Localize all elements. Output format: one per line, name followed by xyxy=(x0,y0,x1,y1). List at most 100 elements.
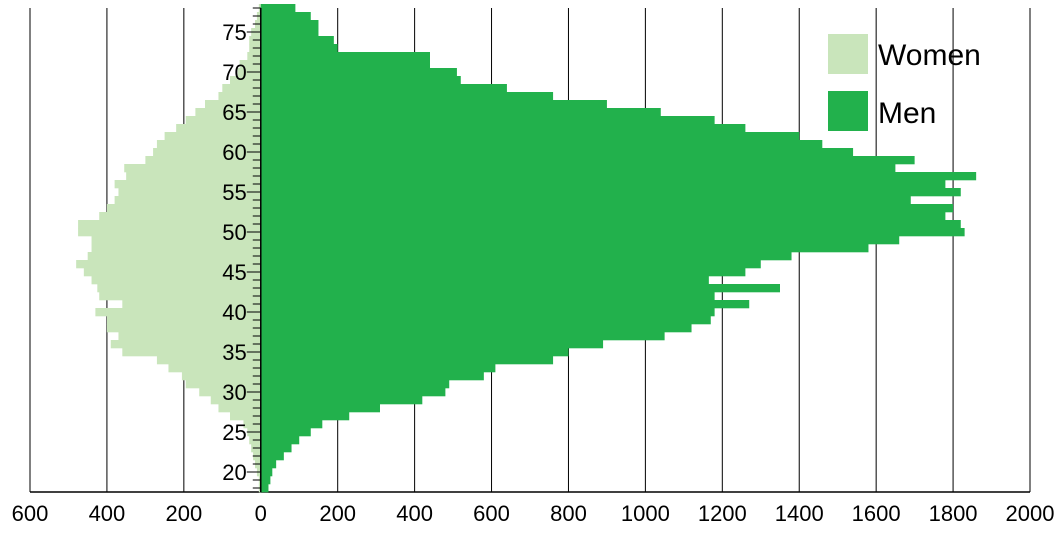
bar-men xyxy=(260,52,430,61)
bar-men xyxy=(260,228,965,237)
bar-men xyxy=(260,348,569,357)
bar-men xyxy=(260,204,954,213)
bar-women xyxy=(243,420,261,429)
bar-women xyxy=(199,388,261,397)
x-tick-label: 2000 xyxy=(1006,501,1055,526)
bar-women xyxy=(222,84,261,93)
legend: Women Men xyxy=(828,34,981,131)
y-tick-label: 60 xyxy=(222,140,246,165)
bar-women xyxy=(122,300,261,309)
bar-men xyxy=(260,44,338,53)
bar-women xyxy=(91,276,261,285)
women-bars xyxy=(76,4,261,493)
y-tick-label: 35 xyxy=(222,340,246,365)
bar-women xyxy=(114,196,261,205)
bar-men xyxy=(260,60,430,69)
bar-women xyxy=(156,356,261,365)
bar-women xyxy=(78,220,261,229)
bar-women xyxy=(95,308,261,317)
x-tick-label: 400 xyxy=(89,501,126,526)
x-tick-label: 400 xyxy=(396,501,433,526)
bar-men xyxy=(260,284,780,293)
bar-women xyxy=(78,228,261,237)
bar-men xyxy=(260,132,800,141)
bar-women xyxy=(91,244,261,253)
bar-women xyxy=(210,396,261,405)
bar-women xyxy=(205,100,261,109)
y-tick-label: 20 xyxy=(222,460,246,485)
bar-women xyxy=(106,316,261,325)
bar-men xyxy=(260,212,946,221)
bar-men xyxy=(260,340,604,349)
y-tick-label: 50 xyxy=(222,220,246,245)
bar-men xyxy=(260,324,692,333)
bar-men xyxy=(260,84,507,93)
bar-men xyxy=(260,468,273,477)
bar-men xyxy=(260,20,319,29)
bar-men xyxy=(260,156,915,165)
legend-swatch-men xyxy=(828,91,868,131)
bar-women xyxy=(239,60,261,69)
bar-women xyxy=(145,156,261,165)
bar-men xyxy=(260,380,450,389)
bar-men xyxy=(260,140,823,149)
bar-women xyxy=(118,188,261,197)
x-tick-label: 600 xyxy=(473,501,510,526)
bar-men xyxy=(260,292,715,301)
bar-women xyxy=(230,412,261,421)
bar-women xyxy=(195,108,261,117)
bar-women xyxy=(156,140,261,149)
bar-women xyxy=(164,132,261,141)
legend-label-women: Women xyxy=(878,39,981,72)
bar-men xyxy=(260,404,380,413)
bar-men xyxy=(260,364,496,373)
bar-men xyxy=(260,484,269,493)
y-tick-label: 45 xyxy=(222,260,246,285)
bar-men xyxy=(260,316,711,325)
x-tick-label: 1200 xyxy=(698,501,747,526)
legend-swatch-women xyxy=(828,34,868,74)
bar-men xyxy=(260,252,792,261)
x-tick-label: 0 xyxy=(255,501,267,526)
bar-men xyxy=(260,244,869,253)
bar-men xyxy=(260,476,271,485)
x-tick-label: 1000 xyxy=(621,501,670,526)
bar-women xyxy=(87,252,261,261)
bar-men xyxy=(260,116,715,125)
bar-men xyxy=(260,356,554,365)
bar-women xyxy=(114,180,261,189)
bar-men xyxy=(260,188,961,197)
bar-women xyxy=(218,404,261,413)
bar-women xyxy=(176,124,261,133)
x-tick-label: 1600 xyxy=(852,501,901,526)
bar-men xyxy=(260,276,709,285)
bar-men xyxy=(260,172,977,181)
bar-men xyxy=(260,444,292,453)
bar-women xyxy=(118,332,261,341)
bar-women xyxy=(230,76,261,85)
x-tick-label: 1800 xyxy=(929,501,978,526)
bar-men xyxy=(260,372,484,381)
bar-men xyxy=(260,420,323,429)
bar-men xyxy=(260,108,661,117)
bar-women xyxy=(185,380,261,389)
bar-women xyxy=(76,260,261,269)
y-tick-label: 65 xyxy=(222,100,246,125)
bar-women xyxy=(122,348,261,357)
bar-women xyxy=(126,172,261,181)
bar-men xyxy=(260,452,284,461)
bar-men xyxy=(260,148,854,157)
y-axis: 20 25 30 35 40 45 50 55 60 65 70 75 xyxy=(222,7,262,492)
x-tick-label: 200 xyxy=(319,501,356,526)
bar-men xyxy=(260,164,896,173)
bar-women xyxy=(168,364,261,373)
bar-men xyxy=(260,36,334,45)
bar-men xyxy=(260,196,911,205)
bar-men xyxy=(260,308,715,317)
bar-women xyxy=(110,340,261,349)
x-tick-label: 1400 xyxy=(775,501,824,526)
bar-men xyxy=(260,388,446,397)
bar-women xyxy=(97,284,261,293)
bar-women xyxy=(106,324,261,333)
